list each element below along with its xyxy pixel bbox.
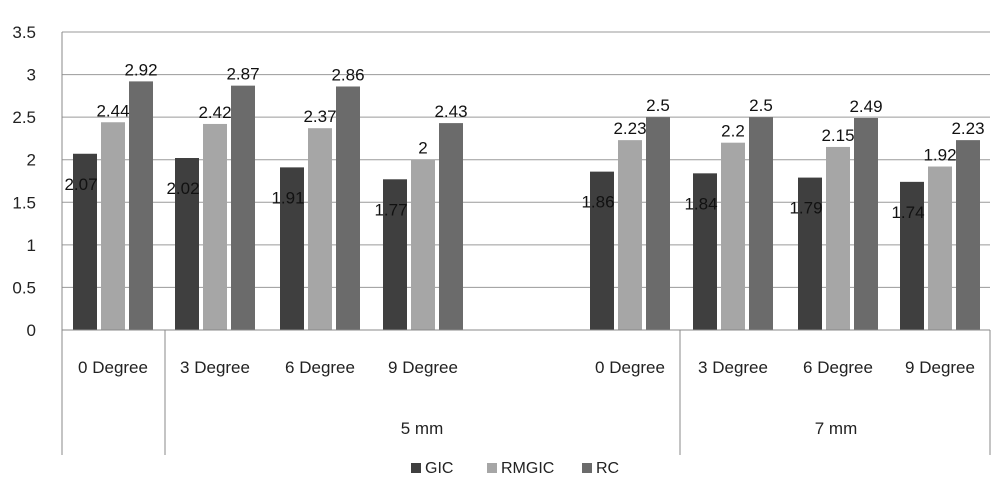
data-label-gic-2: 1.91 bbox=[271, 188, 304, 207]
legend: GIC RMGIC RC bbox=[411, 460, 619, 477]
gridlines bbox=[62, 31, 990, 288]
x-group-label: 7 mm bbox=[815, 419, 858, 438]
bar-rmgic-4 bbox=[618, 140, 642, 330]
data-label-rmgic-0: 2.44 bbox=[96, 101, 129, 120]
bar-gic-7 bbox=[900, 181, 924, 330]
y-tick-label: 2 bbox=[27, 151, 36, 170]
data-label-rc-5: 2.5 bbox=[749, 96, 773, 115]
bar-rc-4 bbox=[646, 117, 670, 331]
data-label-gic-5: 1.84 bbox=[684, 194, 717, 213]
data-label-rc-6: 2.49 bbox=[849, 97, 882, 116]
bar-rmgic-6 bbox=[826, 146, 850, 330]
data-label-rc-3: 2.43 bbox=[434, 102, 467, 121]
y-tick-label: 1.5 bbox=[12, 193, 36, 212]
bar-rc-2 bbox=[336, 86, 360, 331]
x-category-label: 3 Degree bbox=[698, 358, 768, 377]
data-label-rc-1: 2.87 bbox=[226, 65, 259, 84]
data-label-gic-7: 1.74 bbox=[891, 203, 924, 222]
bar-rmgic-2 bbox=[308, 128, 332, 330]
x-category-label: 9 Degree bbox=[388, 358, 458, 377]
bar-rc-6 bbox=[854, 117, 878, 330]
x-category-label: 6 Degree bbox=[285, 358, 355, 377]
bar-gic-2 bbox=[280, 167, 304, 330]
data-label-rmgic-4: 2.23 bbox=[613, 119, 646, 138]
y-tick-label: 3.5 bbox=[12, 23, 36, 42]
legend-label-rc: RC bbox=[596, 460, 619, 477]
y-tick-label: 0 bbox=[27, 321, 36, 340]
y-axis-ticks: 0 0.5 1 1.5 2 2.5 3 3.5 bbox=[12, 23, 36, 340]
legend-swatch-gic bbox=[411, 463, 421, 473]
bar-gic-0 bbox=[73, 153, 97, 330]
data-label-rmgic-6: 2.15 bbox=[821, 126, 854, 145]
data-label-rmgic-7: 1.92 bbox=[923, 146, 956, 165]
bar-gic-4 bbox=[590, 171, 614, 330]
data-label-gic-3: 1.77 bbox=[374, 200, 407, 219]
x-group-label: 5 mm bbox=[401, 419, 444, 438]
y-tick-label: 2.5 bbox=[12, 108, 36, 127]
bars bbox=[73, 81, 980, 331]
legend-swatch-rmgic bbox=[487, 463, 497, 473]
legend-swatch-rc bbox=[582, 463, 592, 473]
bar-gic-1 bbox=[175, 158, 199, 330]
bar-rc-3 bbox=[439, 123, 463, 330]
axes bbox=[61, 32, 991, 455]
bar-gic-5 bbox=[693, 173, 717, 330]
data-label-rc-4: 2.5 bbox=[646, 96, 670, 115]
bar-rmgic-3 bbox=[411, 159, 435, 330]
bar-rmgic-0 bbox=[101, 122, 125, 330]
bar-rmgic-7 bbox=[928, 166, 952, 330]
data-label-rmgic-2: 2.37 bbox=[303, 107, 336, 126]
data-label-gic-0: 2.07 bbox=[64, 175, 97, 194]
bar-gic-6 bbox=[798, 177, 822, 330]
x-category-label: 0 Degree bbox=[595, 358, 665, 377]
x-category-label: 9 Degree bbox=[905, 358, 975, 377]
legend-label-rmgic: RMGIC bbox=[501, 460, 554, 477]
x-axis-groups: 5 mm 7 mm bbox=[401, 419, 858, 438]
data-label-rc-2: 2.86 bbox=[331, 65, 364, 84]
legend-label-gic: GIC bbox=[425, 460, 453, 477]
data-label-rc-7: 2.23 bbox=[951, 119, 984, 138]
data-label-rmgic-3: 2 bbox=[418, 139, 427, 158]
bar-rmgic-5 bbox=[721, 142, 745, 330]
bar-rc-5 bbox=[749, 117, 773, 331]
x-category-label: 3 Degree bbox=[180, 358, 250, 377]
data-label-gic-4: 1.86 bbox=[581, 193, 614, 212]
data-labels: 2.07 2.02 1.91 1.77 1.86 1.84 1.79 1.74 2.44 2.42… bbox=[64, 60, 984, 221]
bar-rc-0 bbox=[129, 81, 153, 330]
data-label-rmgic-5: 2.2 bbox=[721, 122, 745, 141]
bar-rc-1 bbox=[231, 85, 255, 330]
data-label-gic-1: 2.02 bbox=[166, 179, 199, 198]
x-category-label: 6 Degree bbox=[803, 358, 873, 377]
data-label-rmgic-1: 2.42 bbox=[198, 103, 231, 122]
bar-rmgic-1 bbox=[203, 123, 227, 330]
bar-gic-3 bbox=[383, 179, 407, 330]
x-category-label: 0 Degree bbox=[78, 358, 148, 377]
x-axis-categories: 0 Degree 3 Degree 6 Degree 9 Degree 0 Degree… bbox=[78, 358, 975, 377]
data-label-rc-0: 2.92 bbox=[124, 60, 157, 79]
y-tick-label: 1 bbox=[27, 236, 36, 255]
y-tick-label: 3 bbox=[27, 66, 36, 85]
bar-rc-7 bbox=[956, 140, 980, 330]
y-tick-label: 0.5 bbox=[12, 278, 36, 297]
data-label-gic-6: 1.79 bbox=[789, 199, 822, 218]
